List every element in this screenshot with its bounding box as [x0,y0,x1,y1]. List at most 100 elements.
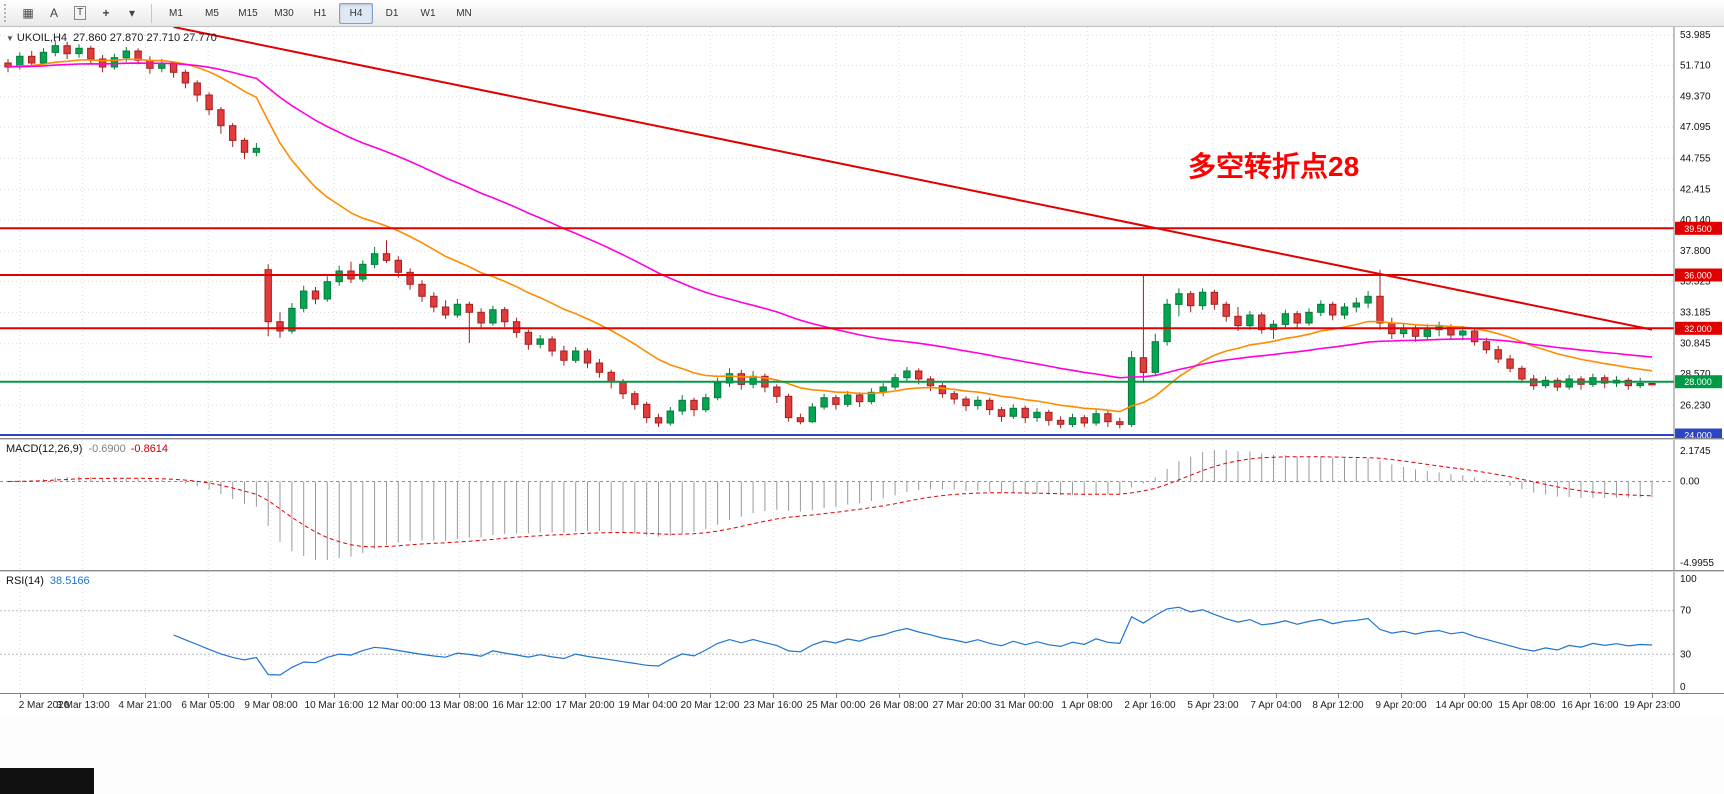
text-box-icon: T [73,6,87,20]
candles [4,40,1656,429]
macd-signal-line [7,456,1653,548]
bottom-strip [0,716,1724,794]
time-tick [1276,694,1277,698]
time-label: 19 Apr 23:00 [1623,700,1681,711]
tools-dropdown-button[interactable]: ▾ [119,2,145,25]
time-label: 26 Mar 08:00 [869,700,929,711]
time-tick [648,694,649,698]
time-label: 10 Mar 16:00 [304,700,364,711]
moving-averages [7,58,1653,413]
rsi-name: RSI(14) [6,575,44,587]
time-label: 2 Apr 16:00 [1124,700,1176,711]
panel-splitter[interactable] [0,438,1724,440]
time-tick [1652,694,1653,698]
time-tick [1087,694,1088,698]
macd-canvas[interactable]: 2.1745 0.00 -4.9955 [0,440,1724,570]
price-axis-label: 40.140 [1680,215,1711,226]
time-label: 8 Apr 12:00 [1312,700,1364,711]
rsi-axis-label: 100 [1680,574,1697,585]
time-grid [19,27,1653,438]
horizontal-lines[interactable] [0,227,1674,436]
timeframe-button-h4[interactable]: H4 [339,2,373,24]
rsi-axis-label: 70 [1680,606,1692,617]
time-tick [83,694,84,698]
time-tick [334,694,335,698]
timeframe-button-d1[interactable]: D1 [385,7,399,19]
timeframe-button-w1[interactable]: W1 [420,7,436,19]
time-label: 16 Apr 16:00 [1561,700,1619,711]
crosshair-button[interactable]: + [93,2,119,25]
time-label: 9 Apr 20:00 [1375,700,1427,711]
timeframe-button-m30[interactable]: M30 [274,7,294,19]
macd-axis-zero: 0.00 [1680,477,1700,488]
collapse-ohlc-icon[interactable]: ▼ [6,34,14,43]
text-box-button[interactable]: T [67,2,93,25]
time-label: 16 Mar 12:00 [492,700,552,711]
price-axis-label: 49.370 [1680,92,1711,103]
time-label: 1 Apr 08:00 [1061,700,1113,711]
descending-trendline[interactable] [173,27,1653,331]
time-tick [1213,694,1214,698]
time-label: 9 Mar 08:00 [244,700,298,711]
svg-text:32.000: 32.000 [1684,324,1712,334]
tools-dropdown-icon: ▾ [128,6,136,20]
macd-panel: 2.1745 0.00 -4.9955 MACD(12,26,9) -0.6900 -0… [0,440,1724,570]
macd-histogram [19,450,1653,560]
macd-axis-max: 2.1745 [1680,446,1711,457]
ohlc-values: 27.860 27.870 27.710 27.770 [73,32,217,44]
time-label: 2 Mar 2020 [18,700,70,711]
time-tick [710,694,711,698]
price-grid: 53.985 51.710 49.370 47.095 44.755 42.415 40.1… [0,30,1711,411]
timeframe-button-m5[interactable]: M5 [205,7,219,19]
main-chart-canvas[interactable]: 53.985 51.710 49.370 47.095 44.755 42.415 40.1… [0,27,1724,438]
tool-buttons: ▦ A T + ▾ [15,2,145,25]
time-label: 13 Mar 08:00 [429,700,489,711]
price-axis-label: 47.095 [1680,122,1711,133]
time-label: 4 Mar 21:00 [118,700,172,711]
time-label: 15 Apr 08:00 [1498,700,1556,711]
time-tick [522,694,523,698]
timeframe-button-mn[interactable]: MN [456,7,472,19]
chart-grid-button[interactable]: ▦ [15,2,41,25]
symbol-period-label: UKOIL,H4 [16,32,68,44]
timeframe-button-m15[interactable]: M15 [238,7,258,19]
time-label: 25 Mar 00:00 [806,700,866,711]
rsi-label: RSI(14) 38.5166 [6,575,90,587]
svg-text:39.500: 39.500 [1684,224,1712,234]
time-tick [899,694,900,698]
time-tick [145,694,146,698]
toolbar-grip[interactable] [4,4,10,22]
macd-main-value: -0.6900 [88,443,126,455]
chart-annotation[interactable]: 多空转折点28 [1188,151,1360,182]
toolbar-separator [151,3,152,23]
time-tick [1338,694,1339,698]
time-grid [19,572,1653,693]
time-grid [19,440,1653,570]
time-tick [585,694,586,698]
time-axis[interactable]: 2 Mar 2020 3 Mar 13:00 4 Mar 21:00 6 Mar 05… [0,693,1724,716]
macd-axis-min: -4.9955 [1680,558,1714,569]
svg-text:36.000: 36.000 [1684,271,1712,281]
rsi-panel: 100 70 30 0 RSI(14) 38.5166 [0,572,1724,693]
timeframe-button-m1[interactable]: M1 [169,7,183,19]
toolbar: ▦ A T + ▾ M1 M5 M15 M30 H1 H4 D1 W1 MN [0,0,1724,27]
time-tick [1590,694,1591,698]
annotate-text-button[interactable]: A [41,2,67,25]
timeframe-button-h1[interactable]: H1 [313,7,327,19]
panel-splitter[interactable] [0,570,1724,572]
time-tick [208,694,209,698]
svg-text:24.000: 24.000 [1684,431,1712,439]
crosshair-icon: + [102,6,110,20]
price-axis-label: 26.230 [1680,400,1711,411]
price-axis-label: 44.755 [1680,153,1711,164]
time-tick [397,694,398,698]
time-label: 5 Apr 23:00 [1187,700,1239,711]
time-tick [836,694,837,698]
macd-signal-value: -0.8614 [130,443,169,455]
main-chart-panel: 53.985 51.710 49.370 47.095 44.755 42.415 40.1… [0,27,1724,438]
macd-name: MACD(12,26,9) [6,443,83,455]
price-axis-label: 30.845 [1680,339,1711,350]
time-label: 3 Mar 13:00 [56,700,110,711]
rsi-canvas[interactable]: 100 70 30 0 [0,572,1724,693]
